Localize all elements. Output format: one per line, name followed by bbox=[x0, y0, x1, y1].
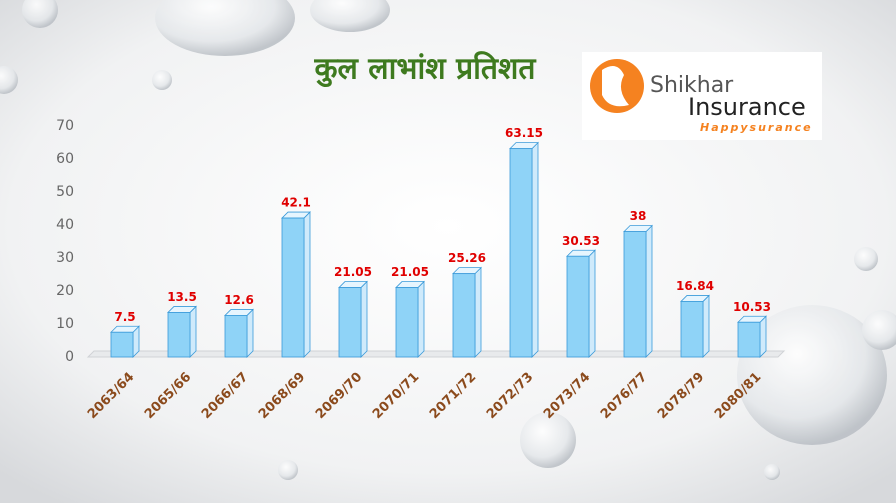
value-label: 63.15 bbox=[505, 126, 543, 140]
bar bbox=[680, 301, 704, 358]
value-label: 16.84 bbox=[676, 279, 714, 293]
logo: Shikhar Insurance Happysurance bbox=[582, 52, 822, 140]
value-label: 7.5 bbox=[114, 310, 135, 324]
logo-swirl bbox=[602, 66, 629, 107]
bar bbox=[509, 148, 533, 358]
value-label: 12.6 bbox=[224, 293, 254, 307]
y-tick-label: 50 bbox=[56, 184, 74, 200]
y-tick-label: 70 bbox=[56, 118, 74, 134]
floor bbox=[86, 350, 786, 358]
y-tick-label: 0 bbox=[65, 349, 74, 365]
bar-side bbox=[588, 249, 596, 358]
value-label: 10.53 bbox=[733, 300, 771, 314]
y-tick-label: 60 bbox=[56, 151, 74, 167]
bar bbox=[281, 217, 305, 358]
bar bbox=[452, 273, 476, 358]
y-tick-label: 10 bbox=[56, 316, 74, 332]
logo-tagline: Happysurance bbox=[700, 121, 813, 134]
bar-side bbox=[360, 280, 368, 358]
bar-side bbox=[303, 211, 311, 358]
bar bbox=[224, 315, 248, 358]
y-tick-label: 20 bbox=[56, 283, 74, 299]
y-tick-label: 40 bbox=[56, 217, 74, 233]
bar-side bbox=[474, 266, 482, 358]
bar bbox=[737, 321, 761, 358]
bar-side bbox=[246, 308, 254, 358]
bar-side bbox=[702, 294, 710, 358]
logo-insurance: Insurance bbox=[688, 93, 806, 121]
logo-name: Shikhar bbox=[650, 73, 734, 98]
water-drops bbox=[0, 0, 896, 480]
value-label: 30.53 bbox=[562, 234, 600, 248]
bar bbox=[566, 255, 590, 358]
bar-side bbox=[189, 305, 197, 358]
bar-side bbox=[417, 280, 425, 358]
y-tick-label: 30 bbox=[56, 250, 74, 266]
value-label: 38 bbox=[630, 209, 647, 223]
value-label: 21.05 bbox=[391, 265, 429, 279]
value-label: 25.26 bbox=[448, 251, 486, 265]
bar-side bbox=[531, 141, 539, 358]
value-label: 21.05 bbox=[334, 265, 372, 279]
bar bbox=[167, 312, 191, 358]
value-label: 13.5 bbox=[167, 290, 197, 304]
bar bbox=[623, 231, 647, 358]
bar-side bbox=[759, 315, 767, 358]
value-label: 42.1 bbox=[281, 196, 311, 210]
bar bbox=[338, 287, 362, 358]
bar bbox=[395, 287, 419, 358]
chart-title: कुल लाभांश प्रतिशत bbox=[313, 51, 537, 88]
bar bbox=[110, 331, 134, 358]
bar-side bbox=[645, 224, 653, 358]
